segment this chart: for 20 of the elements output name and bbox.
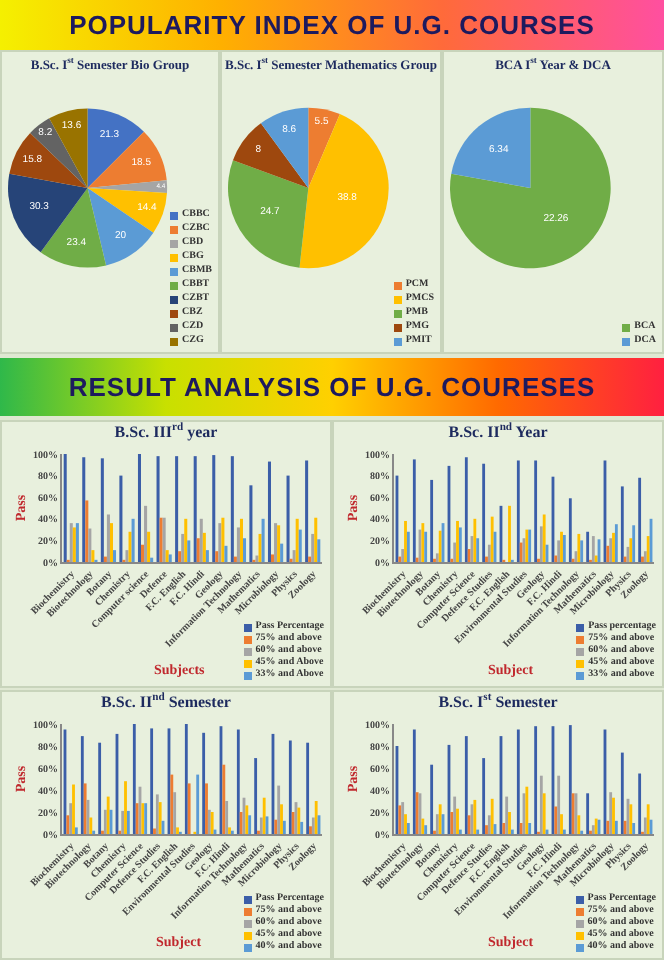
pie-slice [49,108,88,188]
pie-slice [450,107,611,269]
pie-slice [232,123,309,188]
pie-slice [260,107,309,188]
pie-slice [308,107,340,188]
pie-slice [9,132,88,188]
text: POPULARITY INDEX OF U.G. COURSES [0,0,664,50]
chart-title: B.Sc. III$^{rd}$ year [114,422,219,442]
chart-title: B.Sc. II$^{nd}$ Year [448,422,549,442]
pie-slice [87,188,167,233]
pie-slice [87,188,154,266]
pie-slice [87,180,168,194]
pie-slice [87,131,167,188]
pie-slice [451,107,531,188]
chart-title: B.Sc. I$^{st}$ Semester [438,692,559,712]
chart-title: B.Sc. II$^{nd}$ Semester [101,692,232,712]
text: RESULT ANALYSIS OF U.G. COURESES [0,358,664,416]
pie-slice [228,160,309,268]
pie-slice [8,173,88,253]
pie-slice [299,114,389,269]
